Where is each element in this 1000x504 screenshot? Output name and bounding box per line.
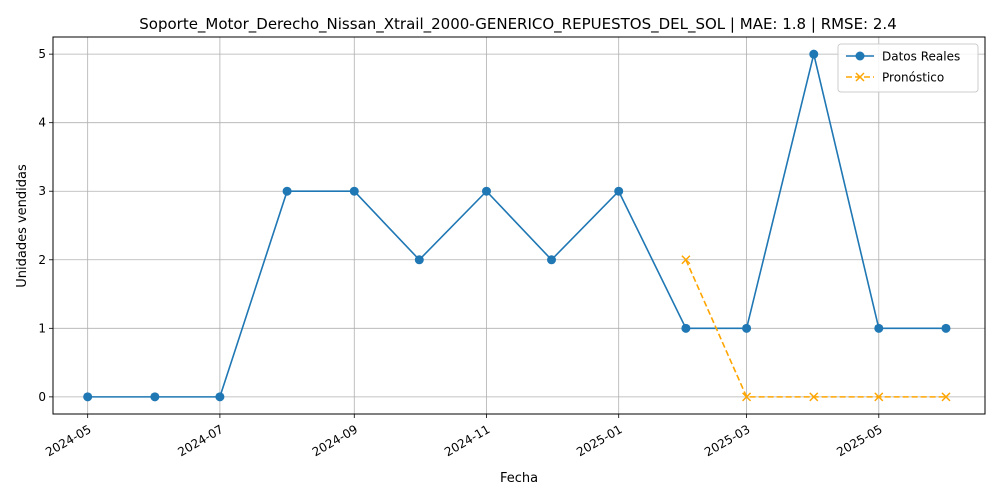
series-line — [87, 53, 946, 398]
legend-item: Datos Reales — [846, 50, 960, 64]
data-point — [681, 255, 691, 265]
x-marker-stroke — [809, 392, 819, 402]
series-layer — [83, 49, 951, 402]
x-marker-stroke — [681, 255, 691, 265]
y-tick-label: 1 — [38, 321, 46, 335]
legend-label: Pronóstico — [882, 71, 944, 85]
legend-swatch-marker — [855, 72, 865, 82]
data-point — [414, 255, 424, 265]
x-marker-stroke — [874, 392, 884, 402]
y-axis-label: Unidades vendidas — [15, 164, 30, 288]
data-point — [481, 186, 491, 196]
y-tick-label: 5 — [38, 47, 46, 61]
data-point — [150, 392, 160, 402]
x-tick-label: 2025-01 — [574, 422, 624, 459]
data-point — [83, 392, 93, 402]
legend-swatch-marker — [855, 51, 865, 61]
y-tick-label: 3 — [38, 184, 46, 198]
legend: Datos Reales Pronóstico — [837, 43, 979, 93]
y-tick-label: 0 — [38, 390, 46, 404]
x-axis-label: Fecha — [500, 471, 538, 486]
x-marker-stroke — [855, 72, 865, 82]
x-tick-label: 2024-07 — [175, 422, 225, 459]
data-point — [941, 323, 951, 333]
x-marker-stroke — [941, 392, 951, 402]
x-tick-label: 2024-05 — [43, 422, 93, 459]
y-tick-label: 2 — [38, 253, 46, 267]
data-point — [614, 186, 624, 196]
x-tick-label: 2024-09 — [310, 422, 360, 459]
data-point — [874, 392, 884, 402]
data-point — [742, 323, 752, 333]
data-point — [742, 392, 752, 402]
x-tick-label: 2024-11 — [442, 422, 492, 459]
plot-frame — [52, 36, 986, 415]
y-tick-label: 4 — [38, 116, 46, 130]
data-point — [349, 186, 359, 196]
y-axis: 0 1 2 3 4 5 — [38, 47, 53, 404]
legend-item: Pronóstico — [846, 71, 944, 85]
x-marker-stroke — [742, 392, 752, 402]
data-point — [547, 255, 557, 265]
data-point — [282, 186, 292, 196]
data-point — [941, 392, 951, 402]
grid — [53, 37, 985, 414]
series-actual — [83, 49, 951, 402]
x-axis: 2024-05 2024-07 2024-09 2024-11 2025-01 2025-… — [43, 414, 885, 459]
x-tick-label: 2025-03 — [702, 422, 752, 459]
data-point — [874, 323, 884, 333]
legend-label: Datos Reales — [882, 50, 960, 64]
data-point — [681, 323, 691, 333]
data-point — [215, 392, 225, 402]
data-point — [809, 392, 819, 402]
data-point — [809, 49, 819, 59]
series-forecast — [681, 255, 951, 402]
x-tick-label: 2025-05 — [834, 422, 884, 459]
chart-title: Soporte_Motor_Derecho_Nissan_Xtrail_2000… — [139, 15, 897, 34]
